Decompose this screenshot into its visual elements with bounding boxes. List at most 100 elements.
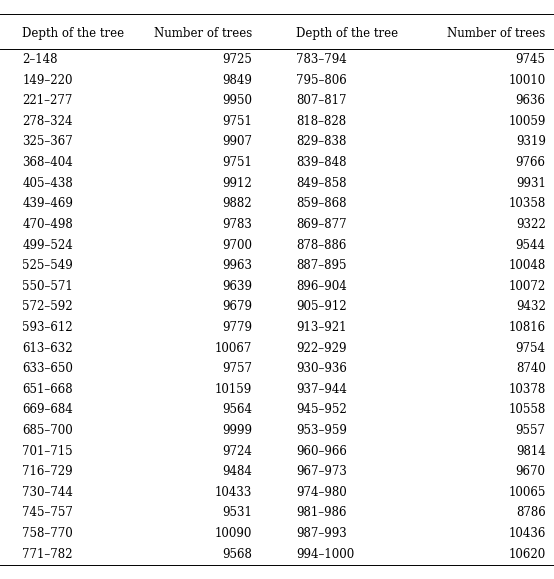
Text: 930–936: 930–936 [296,362,347,375]
Text: 795–806: 795–806 [296,74,347,87]
Text: 613–632: 613–632 [22,342,73,354]
Text: 405–438: 405–438 [22,177,73,190]
Text: 807–817: 807–817 [296,94,347,107]
Text: 913–921: 913–921 [296,321,347,334]
Text: 10048: 10048 [509,259,546,272]
Text: 10065: 10065 [509,486,546,499]
Text: 9754: 9754 [516,342,546,354]
Text: Depth of the tree: Depth of the tree [22,27,124,40]
Text: 839–848: 839–848 [296,156,347,169]
Text: 9725: 9725 [222,53,252,66]
Text: 9700: 9700 [222,239,252,251]
Text: 651–668: 651–668 [22,383,73,396]
Text: 937–944: 937–944 [296,383,347,396]
Text: 10436: 10436 [509,527,546,540]
Text: 221–277: 221–277 [22,94,73,107]
Text: 9950: 9950 [222,94,252,107]
Text: 325–367: 325–367 [22,135,73,148]
Text: 10010: 10010 [509,74,546,87]
Text: 9963: 9963 [222,259,252,272]
Text: 9882: 9882 [223,197,252,210]
Text: 9557: 9557 [516,424,546,437]
Text: 149–220: 149–220 [22,74,73,87]
Text: 10378: 10378 [509,383,546,396]
Text: 730–744: 730–744 [22,486,73,499]
Text: 905–912: 905–912 [296,301,347,313]
Text: 550–571: 550–571 [22,280,73,293]
Text: Number of trees: Number of trees [448,27,546,40]
Text: 960–966: 960–966 [296,445,347,457]
Text: 439–469: 439–469 [22,197,73,210]
Text: 9999: 9999 [222,424,252,437]
Text: 818–828: 818–828 [296,115,346,128]
Text: 981–986: 981–986 [296,507,347,519]
Text: 9319: 9319 [516,135,546,148]
Text: 9766: 9766 [516,156,546,169]
Text: 9907: 9907 [222,135,252,148]
Text: 869–877: 869–877 [296,218,347,231]
Text: 878–886: 878–886 [296,239,347,251]
Text: 10072: 10072 [509,280,546,293]
Text: 8786: 8786 [516,507,546,519]
Text: 945–952: 945–952 [296,404,347,416]
Text: 829–838: 829–838 [296,135,347,148]
Text: 10358: 10358 [509,197,546,210]
Text: 9636: 9636 [516,94,546,107]
Text: 771–782: 771–782 [22,548,73,560]
Text: 2–148: 2–148 [22,53,58,66]
Text: 572–592: 572–592 [22,301,73,313]
Text: 9783: 9783 [222,218,252,231]
Text: 368–404: 368–404 [22,156,73,169]
Text: 499–524: 499–524 [22,239,73,251]
Text: 9639: 9639 [222,280,252,293]
Text: 10067: 10067 [215,342,252,354]
Text: 859–868: 859–868 [296,197,347,210]
Text: Depth of the tree: Depth of the tree [296,27,398,40]
Text: 10816: 10816 [509,321,546,334]
Text: 987–993: 987–993 [296,527,347,540]
Text: 783–794: 783–794 [296,53,347,66]
Text: 896–904: 896–904 [296,280,347,293]
Text: 745–757: 745–757 [22,507,73,519]
Text: 470–498: 470–498 [22,218,73,231]
Text: 849–858: 849–858 [296,177,347,190]
Text: 10059: 10059 [509,115,546,128]
Text: 9568: 9568 [222,548,252,560]
Text: 953–959: 953–959 [296,424,347,437]
Text: 9322: 9322 [516,218,546,231]
Text: 9912: 9912 [222,177,252,190]
Text: Number of trees: Number of trees [154,27,252,40]
Text: 633–650: 633–650 [22,362,73,375]
Text: 716–729: 716–729 [22,466,73,478]
Text: 9432: 9432 [516,301,546,313]
Text: 9745: 9745 [516,53,546,66]
Text: 9779: 9779 [222,321,252,334]
Text: 593–612: 593–612 [22,321,73,334]
Text: 9814: 9814 [516,445,546,457]
Text: 9757: 9757 [222,362,252,375]
Text: 967–973: 967–973 [296,466,347,478]
Text: 10159: 10159 [215,383,252,396]
Text: 758–770: 758–770 [22,527,73,540]
Text: 9931: 9931 [516,177,546,190]
Text: 10558: 10558 [509,404,546,416]
Text: 9484: 9484 [222,466,252,478]
Text: 922–929: 922–929 [296,342,347,354]
Text: 994–1000: 994–1000 [296,548,355,560]
Text: 887–895: 887–895 [296,259,347,272]
Text: 9670: 9670 [516,466,546,478]
Text: 8740: 8740 [516,362,546,375]
Text: 9751: 9751 [222,115,252,128]
Text: 9679: 9679 [222,301,252,313]
Text: 10433: 10433 [215,486,252,499]
Text: 9849: 9849 [222,74,252,87]
Text: 278–324: 278–324 [22,115,73,128]
Text: 525–549: 525–549 [22,259,73,272]
Text: 974–980: 974–980 [296,486,347,499]
Text: 9564: 9564 [222,404,252,416]
Text: 685–700: 685–700 [22,424,73,437]
Text: 9544: 9544 [516,239,546,251]
Text: 10620: 10620 [509,548,546,560]
Text: 669–684: 669–684 [22,404,73,416]
Text: 9724: 9724 [222,445,252,457]
